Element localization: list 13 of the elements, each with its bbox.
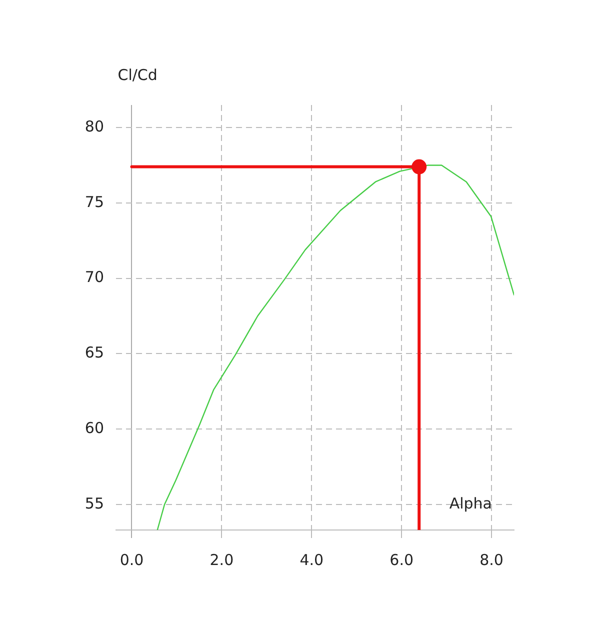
x-axis-title: Alpha (449, 494, 492, 512)
y-axis-title: Cl/Cd (118, 66, 158, 84)
x-tick-label: 6.0 (390, 550, 414, 569)
y-tick-label: 70 (84, 268, 104, 286)
x-tick-label: 0.0 (120, 550, 144, 569)
y-tick-label: 75 (84, 192, 104, 211)
y-tick-label: 80 (84, 117, 104, 136)
y-tick-label: 60 (84, 418, 104, 437)
x-tick-label: 8.0 (480, 550, 504, 569)
x-tick-label: 2.0 (210, 550, 234, 569)
x-tick-label: 4.0 (300, 550, 324, 569)
y-tick-label: 55 (84, 494, 104, 512)
y-tick-label: 65 (84, 344, 104, 362)
